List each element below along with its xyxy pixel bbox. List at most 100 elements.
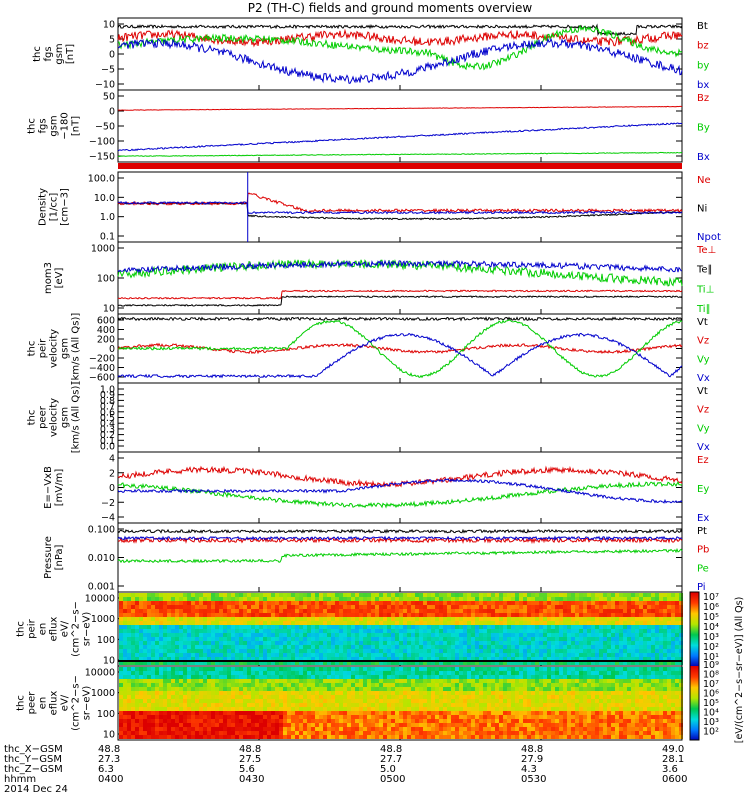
spectrogram-peir xyxy=(119,593,683,665)
y-tick-label: −10 xyxy=(95,80,115,91)
y-tick-label: 0.3 xyxy=(100,424,115,435)
y-axis-label: Pressure [nPa] xyxy=(43,536,65,579)
footer-value: 48.8 xyxy=(521,744,543,755)
y-tick-label: 1.0 xyxy=(100,385,115,396)
y-axis-label-line: [eV] xyxy=(54,268,65,289)
y-tick-label: 100.0 xyxy=(88,174,115,185)
footer-row-label: thc_X−GSM xyxy=(4,744,63,755)
y-tick-label: 10000 xyxy=(85,594,115,605)
footer-value: 0600 xyxy=(662,774,687,785)
footer-date: 2014 Dec 24 xyxy=(4,784,68,795)
y-tick-label: 0.7 xyxy=(100,402,115,413)
legend-te⊥: Te⊥ xyxy=(696,245,716,256)
y-axis-label-line: [nT] xyxy=(65,44,76,64)
legend-by: By xyxy=(697,122,710,133)
legend-ti∥: Ti∥ xyxy=(696,304,711,315)
y-axis-label-line: fgs xyxy=(38,118,49,133)
y-axis-label-line: [km/s (All Qs)] xyxy=(71,382,82,454)
y-axis-label-line: (cm^2−s− xyxy=(71,601,82,657)
y-axis-label-line: thc xyxy=(27,118,38,134)
colorbar-tick: 10³ xyxy=(703,632,719,643)
colorbar-tick: 10³ xyxy=(703,717,719,728)
legend-by: by xyxy=(697,60,709,71)
legend-ez: Ez xyxy=(697,455,709,466)
y-axis-label-line: thc xyxy=(16,695,27,711)
series-ni xyxy=(117,202,683,221)
legend-vz: Vz xyxy=(697,336,709,347)
colorbar-tick: 10² xyxy=(703,727,719,738)
legend-vx: Vx xyxy=(697,373,710,384)
y-axis-label-line: thc xyxy=(27,341,38,357)
y-tick-label: −4 xyxy=(101,513,115,524)
y-tick-label: 0.100 xyxy=(88,525,115,536)
y-axis-label-line: peir xyxy=(27,618,38,638)
footer-value: 0500 xyxy=(380,774,405,785)
y-axis-label: thc peer en eflux eV/(cm^2−s− sr−eV) xyxy=(16,675,93,731)
series-pt xyxy=(117,528,683,534)
series-by xyxy=(117,24,683,71)
y-axis-label-line: Density xyxy=(38,188,49,226)
y-tick-label: 0.9 xyxy=(100,390,115,401)
y-axis-label-line: gsm xyxy=(49,115,60,136)
y-tick-label: 0 xyxy=(109,50,115,61)
footer-value: 5.0 xyxy=(380,764,396,775)
footer-value: 0400 xyxy=(98,774,123,785)
y-tick-label: −150 xyxy=(89,152,115,163)
colorbar-tick: 10⁶ xyxy=(703,602,719,613)
y-axis-label-line: peer xyxy=(38,405,49,429)
series-npot xyxy=(117,200,683,215)
footer-value: 49.0 xyxy=(662,744,684,755)
y-axis-label-line: eV/ xyxy=(60,694,71,711)
panel-pressure: 0.100 0.010 0.001 Pressure [nPa] Pt Pb Pe Pi xyxy=(43,522,709,593)
footer-value: 28.1 xyxy=(662,754,684,765)
y-tick-label: −5 xyxy=(101,65,115,76)
legend-ti⊥: Ti⊥ xyxy=(696,284,714,295)
y-tick-label: −50 xyxy=(95,122,115,133)
y-tick-label: 10000 xyxy=(85,668,115,679)
y-tick-label: 1.0 xyxy=(100,212,115,223)
footer-value: 6.3 xyxy=(98,764,114,775)
y-tick-label: 100 xyxy=(97,274,115,285)
y-axis-label: thc fgs gsm −180 [nT] xyxy=(27,112,82,139)
panel-temp: 1000 100 10 mom3 [eV] Te⊥ Te∥ Ti⊥ Ti∥ xyxy=(43,241,716,315)
y-axis-label: thc fgs gsm [nT] xyxy=(32,43,76,64)
y-axis-label: E=−VxB [mV/m] xyxy=(43,466,65,509)
y-axis-label-line: gsm xyxy=(60,338,71,359)
series-by-180 xyxy=(117,151,683,158)
y-tick-label: 4 xyxy=(109,454,115,465)
footer-value: 27.5 xyxy=(239,754,261,765)
y-tick-label: 0.5 xyxy=(100,413,115,424)
legend-pe: Pe xyxy=(697,563,709,574)
y-axis-label-line: [cm−3] xyxy=(60,188,71,226)
panel-frame xyxy=(117,171,683,243)
y-tick-label: 600 xyxy=(97,316,115,327)
y-tick-label: −400 xyxy=(89,363,115,374)
legend-npot: Npot xyxy=(697,232,721,243)
panel-frame xyxy=(117,522,683,593)
colorbar-tick: 10⁷ xyxy=(703,679,719,690)
y-axis-label-line: Pressure xyxy=(43,536,54,579)
y-axis-label-line: peir xyxy=(38,338,49,358)
y-tick-label: 100 xyxy=(97,709,115,720)
colorbar-tick: 10⁷ xyxy=(703,592,719,603)
footer-value: 48.8 xyxy=(98,744,120,755)
footer-value: 27.9 xyxy=(521,754,543,765)
series-te-par xyxy=(117,295,683,307)
legend-vt: Vt xyxy=(697,386,708,397)
colorbar-tick: 10⁵ xyxy=(703,698,719,709)
page-title: P2 (TH-C) fields and ground moments over… xyxy=(247,1,533,15)
y-tick-label: 0 xyxy=(109,483,115,494)
y-axis-label-line: gsm xyxy=(54,43,65,64)
colorbar-tick: 10⁵ xyxy=(703,612,719,623)
y-tick-label: 50 xyxy=(103,92,115,103)
footer-value: 0530 xyxy=(521,774,546,785)
y-tick-label: 0.010 xyxy=(88,553,115,564)
y-tick-label: 10.0 xyxy=(94,193,115,204)
y-tick-label: 0 xyxy=(109,344,115,355)
y-tick-label: 10 xyxy=(103,730,115,741)
footer-value: 3.6 xyxy=(662,764,678,775)
y-tick-label: 1000 xyxy=(91,614,115,625)
series-pi xyxy=(117,535,683,541)
panel-peer_vel: 1.00.90.80.70.60.50.40.30.20.10.0 thc peer… xyxy=(27,382,710,454)
y-axis-label-line: mom3 xyxy=(43,262,54,294)
